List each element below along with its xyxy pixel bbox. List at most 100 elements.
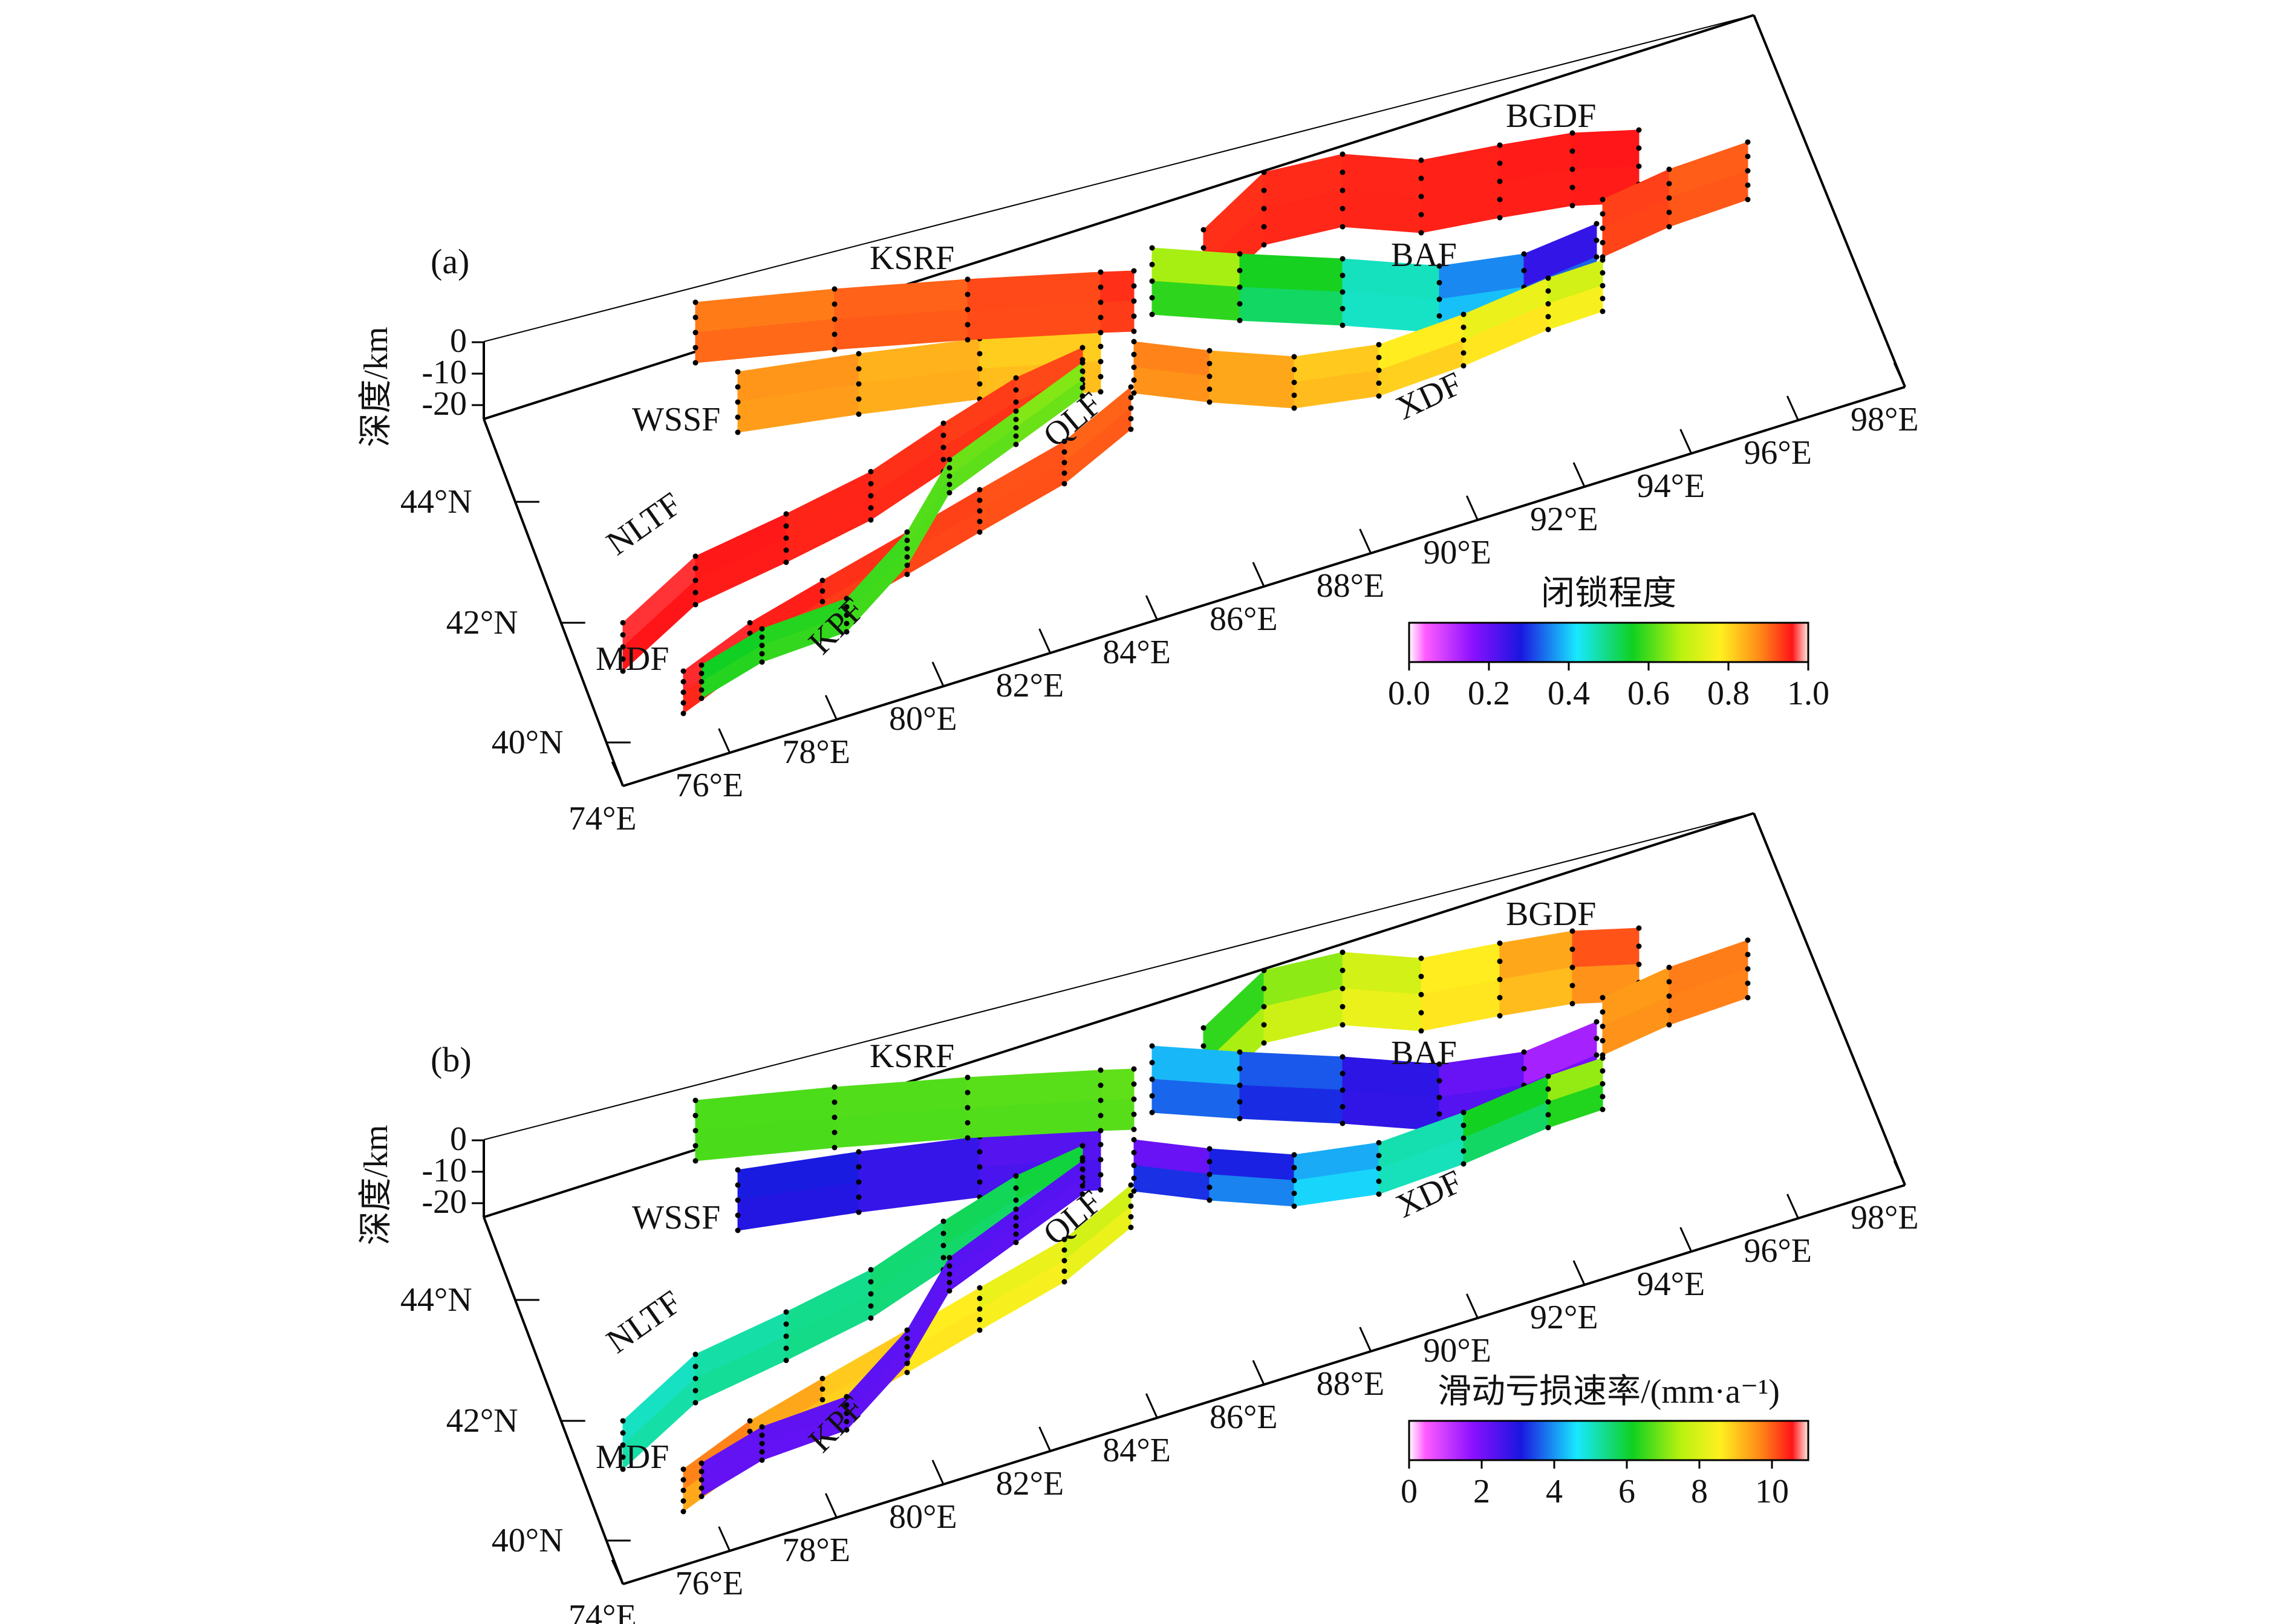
fault-node bbox=[965, 1090, 971, 1096]
fault-node bbox=[1080, 360, 1086, 366]
fault-patch bbox=[1342, 1090, 1440, 1131]
fault-node bbox=[1131, 1137, 1137, 1143]
fault-node bbox=[1061, 1258, 1067, 1264]
fault-node bbox=[904, 1360, 910, 1366]
fault-node bbox=[1521, 1066, 1527, 1071]
fault-node bbox=[698, 687, 705, 693]
fault-node bbox=[844, 1427, 850, 1433]
fault-node bbox=[680, 1487, 686, 1493]
lon-label: 82°E bbox=[996, 667, 1064, 704]
fault-node bbox=[1376, 354, 1382, 360]
fault-node bbox=[1600, 1081, 1606, 1086]
fault-plane-kpf bbox=[698, 360, 1086, 701]
fault-node bbox=[1594, 238, 1600, 243]
fault-node bbox=[620, 1430, 626, 1436]
fault-node bbox=[856, 411, 862, 417]
fault-node bbox=[1080, 368, 1086, 374]
fault-node bbox=[1521, 1049, 1527, 1055]
fault-node bbox=[965, 1135, 971, 1141]
fault-node bbox=[1569, 148, 1575, 154]
fault-node bbox=[1497, 160, 1503, 166]
fault-node bbox=[692, 1143, 698, 1149]
lat-label: 40°N bbox=[492, 724, 564, 761]
fault-node bbox=[692, 360, 698, 366]
fault-node bbox=[946, 465, 952, 471]
fault-node bbox=[1636, 145, 1642, 151]
fault-node bbox=[1200, 1025, 1206, 1031]
colorbar-tick-label: 4 bbox=[1546, 1473, 1563, 1510]
fault-node bbox=[692, 1400, 698, 1406]
fault-node bbox=[1237, 317, 1243, 323]
fault-node bbox=[1600, 1038, 1606, 1044]
fault-node bbox=[1291, 1203, 1297, 1209]
fault-node bbox=[1291, 380, 1297, 385]
fault-node bbox=[940, 444, 946, 450]
fault-node bbox=[856, 381, 862, 387]
fault-node bbox=[1600, 1068, 1606, 1074]
fault-node bbox=[759, 1449, 765, 1455]
fault-node bbox=[1460, 1135, 1467, 1141]
fault-node bbox=[977, 1306, 983, 1312]
fault-node bbox=[620, 1418, 626, 1424]
fault-node bbox=[1080, 1191, 1086, 1197]
fault-node bbox=[1340, 1022, 1346, 1028]
lon-label: 96°E bbox=[1744, 1232, 1812, 1270]
fault-node bbox=[692, 1351, 698, 1357]
fault-node bbox=[783, 535, 789, 541]
colorbar-title: 闭锁程度 bbox=[1541, 575, 1676, 612]
fault-node bbox=[977, 487, 983, 493]
colorbar: 滑动亏损速率/(mm·a⁻¹) 0 2 4 6 8 10 bbox=[1401, 1373, 1809, 1510]
fault-node bbox=[868, 1315, 874, 1321]
fault-node bbox=[1594, 254, 1600, 260]
fault-node bbox=[1131, 1149, 1137, 1155]
fault-node bbox=[620, 632, 626, 638]
fault-node bbox=[977, 1317, 983, 1322]
fault-node bbox=[1013, 387, 1019, 393]
fault-node bbox=[1436, 263, 1442, 269]
fault-node bbox=[904, 529, 910, 535]
fault-patch bbox=[1151, 1079, 1240, 1119]
fault-node bbox=[1237, 268, 1243, 273]
lon-label: 90°E bbox=[1423, 1332, 1491, 1369]
colorbar-title: 滑动亏损速率/(mm·a⁻¹) bbox=[1438, 1373, 1780, 1411]
fault-node bbox=[747, 631, 753, 636]
fault-node bbox=[1745, 995, 1751, 1001]
fault-node bbox=[946, 1288, 952, 1294]
fault-node bbox=[783, 1345, 789, 1351]
fault-node bbox=[692, 565, 698, 571]
fault-node bbox=[1013, 375, 1019, 381]
fault-node bbox=[1098, 1157, 1104, 1163]
fault-node bbox=[1080, 385, 1086, 391]
fault-label-bgdf: BGDF bbox=[1506, 895, 1596, 933]
fault-node bbox=[1131, 298, 1137, 304]
fault-node bbox=[1666, 1007, 1672, 1013]
fault-plane-ext bbox=[1600, 937, 1751, 1058]
fault-node bbox=[1636, 925, 1642, 931]
fault-node bbox=[1061, 1279, 1067, 1285]
fault-node bbox=[1545, 314, 1551, 320]
fault-plane-nltf bbox=[620, 345, 1086, 674]
fault-node bbox=[819, 1397, 826, 1403]
fault-label-wssf: WSSF bbox=[632, 401, 720, 438]
fault-node bbox=[965, 276, 971, 282]
fault-node bbox=[1061, 481, 1067, 487]
fault-node bbox=[1418, 212, 1424, 218]
fault-node bbox=[735, 414, 741, 420]
fault-node bbox=[692, 553, 698, 559]
fault-node bbox=[1098, 1128, 1104, 1134]
fault-node bbox=[1237, 1049, 1243, 1055]
depth-axis-title: 深度/km bbox=[357, 1125, 395, 1245]
fault-node bbox=[1149, 1043, 1155, 1049]
fault-node bbox=[904, 1344, 910, 1350]
fault-node bbox=[904, 1352, 910, 1358]
fault-node bbox=[1666, 1022, 1672, 1028]
lon-label: 94°E bbox=[1637, 1265, 1705, 1303]
fault-plane-bgdf bbox=[1200, 925, 1642, 1103]
fault-node bbox=[1545, 326, 1551, 333]
fault-node bbox=[844, 612, 850, 618]
fault-node bbox=[832, 316, 838, 322]
fault-node bbox=[1497, 178, 1503, 184]
fault-node bbox=[1261, 206, 1267, 212]
fault-node bbox=[1061, 470, 1067, 476]
fault-node bbox=[1340, 986, 1346, 992]
